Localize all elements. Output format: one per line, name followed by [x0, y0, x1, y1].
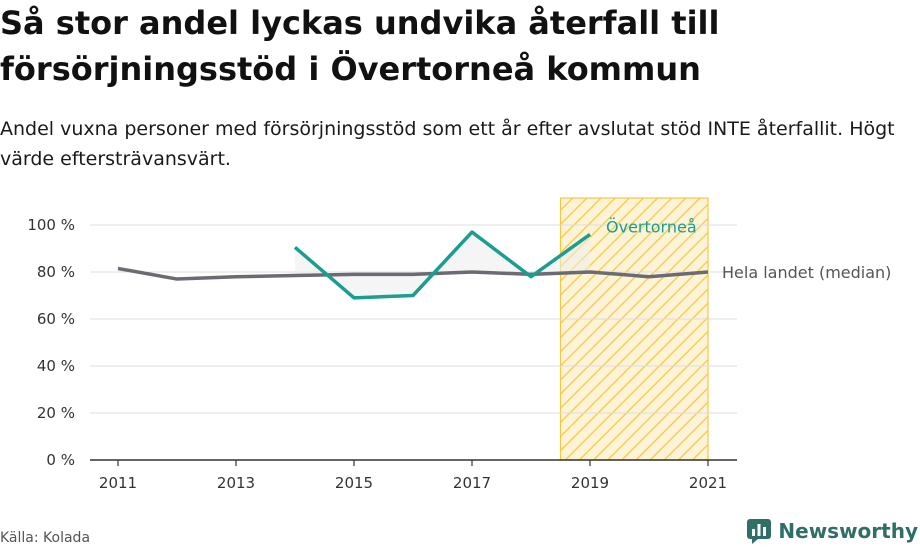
- line-chart: 0 % 20 % 40 % 60 % 80 % 100 % 2011 2013 2015 2017…: [27, 197, 891, 492]
- y-tick-label: 60 %: [37, 310, 75, 328]
- chart-subtitle: Andel vuxna personer med försörjningsstö…: [0, 118, 895, 170]
- brand-name: Newsworthy: [778, 519, 918, 543]
- national-series-label: Hela landet (median): [722, 263, 891, 282]
- source-note: Källa: Kolada: [0, 530, 91, 546]
- y-tick-label: 80 %: [37, 263, 75, 281]
- y-tick-label: 20 %: [37, 404, 75, 422]
- chart-title: Så stor andel lyckas undvika återfall ti…: [0, 4, 720, 88]
- national-median-line: [117, 266, 709, 281]
- newsworthy-logo-icon: [747, 519, 772, 544]
- x-tick-label: 2019: [571, 474, 609, 492]
- x-tick-label: 2017: [453, 474, 491, 492]
- x-tick-label: 2013: [217, 474, 255, 492]
- y-tick-label: 100 %: [27, 216, 75, 234]
- overtornea-series-label: Övertorneå: [606, 217, 697, 236]
- brand-logo: Newsworthy: [746, 518, 918, 544]
- x-tick-label: 2015: [335, 474, 373, 492]
- y-tick-label: 0 %: [46, 451, 75, 469]
- x-tick-label: 2011: [99, 474, 137, 492]
- y-tick-label: 40 %: [37, 357, 75, 375]
- highlight-period: [559, 197, 709, 461]
- x-tick-label: 2021: [689, 474, 727, 492]
- overtornea-line: [293, 230, 592, 300]
